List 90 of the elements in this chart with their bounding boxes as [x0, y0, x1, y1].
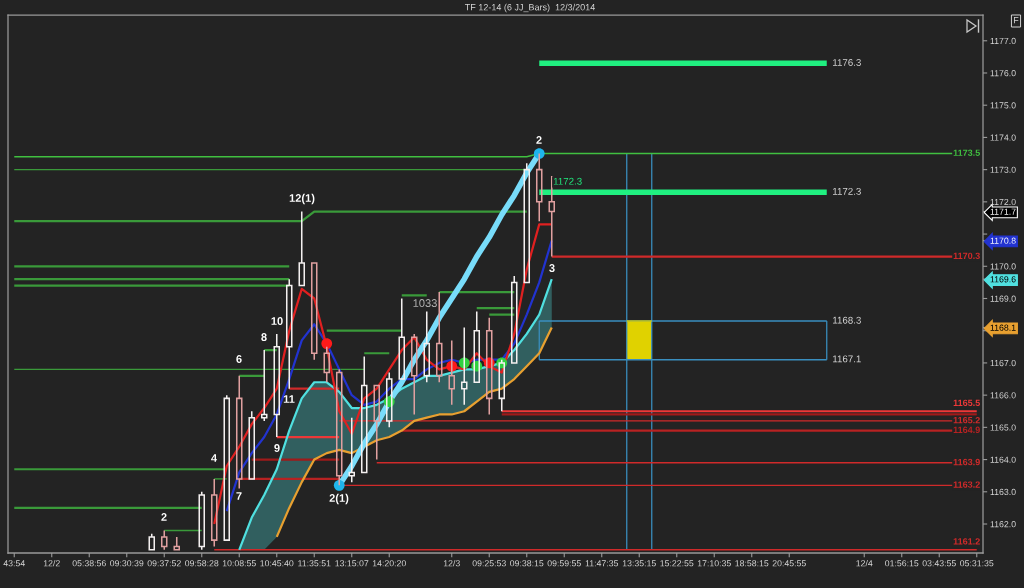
y-tick-label: 1170.8: [990, 237, 1016, 244]
x-tick-label: 10:08:55: [222, 560, 256, 567]
candlestick: [235, 375, 243, 490]
y-tick-label: 1176.0: [990, 70, 1016, 77]
candlestick: [160, 529, 168, 551]
x-tick-label: 43:54: [3, 560, 25, 567]
candlestick: [360, 355, 368, 474]
y-tick-label: 1162.0: [990, 521, 1016, 528]
x-tick-label: 09:58:28: [185, 560, 219, 567]
y-tick-label: 1171.7: [990, 208, 1016, 215]
y-tick-label: 1164.0: [990, 456, 1016, 463]
x-tick-label: 13:35:15: [622, 560, 656, 567]
x-tick-label: 14:20:20: [372, 560, 406, 567]
x-tick-label: 15:22:55: [660, 560, 694, 567]
x-tick-label: 10:45:40: [260, 560, 294, 567]
annotation: 9: [274, 444, 280, 452]
y-tick-label: 1169.6: [990, 276, 1016, 283]
annotation: 8: [261, 333, 267, 341]
annotation: 10: [271, 317, 283, 325]
y-tick-label: 1169.0: [990, 295, 1016, 302]
y-tick-label: 1166.0: [990, 392, 1016, 399]
data-label: 1172.3: [833, 187, 861, 195]
line-series: [275, 326, 553, 538]
annotation: 7: [236, 492, 242, 500]
y-tick-label: 1170.0: [990, 263, 1016, 270]
x-tick-label: 11:47:35: [585, 560, 619, 567]
candlestick: [435, 291, 443, 384]
annotation: 2: [536, 136, 542, 144]
point: [321, 338, 333, 349]
candlestick: [548, 175, 556, 258]
x-tick-label: 18:58:15: [735, 560, 769, 567]
annotation: 6: [236, 355, 242, 363]
candlestick: [410, 333, 418, 416]
annotation: 12(1): [289, 193, 315, 205]
candlestick: [210, 478, 218, 548]
candlestick: [373, 384, 381, 461]
x-tick-label: 12/3: [443, 559, 460, 567]
data-label: 1161.2: [953, 538, 980, 545]
candlestick: [348, 416, 356, 483]
data-label: 1165.5: [953, 399, 980, 407]
data-label: 1172.3: [553, 177, 582, 185]
candlestick: [523, 162, 531, 284]
x-tick-label: 03:43:55: [922, 560, 956, 567]
y-tick-label: 1173.0: [990, 166, 1016, 173]
candlestick: [198, 491, 206, 551]
x-tick-label: 17:10:35: [697, 560, 731, 567]
candlestick: [310, 262, 318, 361]
candlestick: [398, 297, 406, 380]
candlestick: [285, 278, 293, 390]
y-tick-label: 1177.0: [990, 37, 1016, 45]
x-tick-label: 11:35:51: [298, 560, 331, 567]
x-tick-label: 20:45:55: [772, 560, 806, 567]
y-tick-label: 1167.0: [990, 359, 1016, 367]
y-tick-label: 1174.0: [990, 134, 1016, 141]
x-tick-label: 05:31:35: [960, 560, 994, 567]
y-tick-label: 1168.1: [990, 324, 1016, 331]
x-tick-label: 01:56:15: [885, 560, 919, 567]
x-tick-label: 05:38:56: [72, 560, 106, 567]
candlestick: [260, 349, 268, 422]
y-tick-label: 1165.0: [990, 424, 1016, 431]
y-tick-label: 1163.0: [990, 488, 1016, 496]
data-label: 1168.3: [833, 316, 861, 324]
candlestick: [273, 333, 281, 438]
annotation: 3: [549, 264, 555, 272]
annotation: 4: [211, 454, 218, 462]
data-label: 1176.3: [833, 59, 861, 66]
candlestick: [223, 394, 231, 541]
x-tick-label: 13:15:07: [335, 560, 369, 567]
candlestick: [423, 310, 431, 384]
x-tick-label: 09:25:53: [472, 560, 506, 567]
y-tick-label: 1172.0: [990, 198, 1016, 206]
x-tick-label: 09:30:39: [110, 560, 144, 567]
annotation: 2(1): [329, 493, 349, 505]
candlestick: [248, 410, 256, 480]
text: F: [1013, 17, 1019, 24]
y-tick-label: 1175.0: [990, 102, 1016, 109]
x-tick-label: 09:37:52: [147, 560, 181, 567]
candlestick: [148, 532, 156, 551]
candlestick: [510, 275, 518, 364]
chart-title: TF 12-14 (6 JJ_Bars) 12/3/2014: [464, 3, 595, 13]
x-tick-label: 12/2: [43, 559, 60, 567]
annotation: 11: [283, 395, 295, 403]
candlestick: [173, 536, 181, 551]
annotation: 1033: [413, 299, 437, 307]
data-label: 1167.1: [833, 355, 861, 363]
x-tick-label: 09:38:15: [510, 560, 544, 567]
annotation: 2: [161, 513, 167, 521]
x-tick-label: 12/4: [856, 559, 873, 567]
candlestick: [298, 210, 306, 287]
x-tick-label: 09:59:55: [547, 560, 581, 567]
